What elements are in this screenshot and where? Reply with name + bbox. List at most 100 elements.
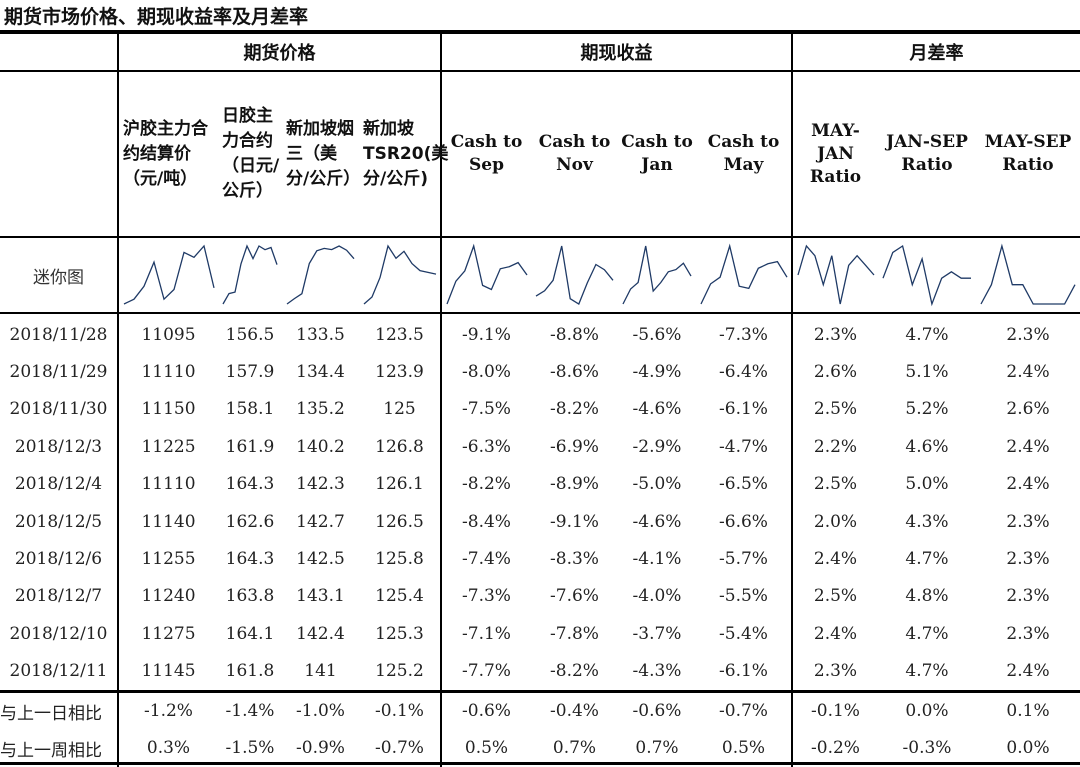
table-cell: 2.3% <box>813 661 858 682</box>
sparkline-cell <box>618 237 696 314</box>
table-cell: 141 <box>304 661 337 682</box>
table-cell: 142.5 <box>296 549 345 570</box>
comparison-cell: 0.0% <box>878 689 976 730</box>
table-cell: -8.0% <box>462 362 511 383</box>
table-cell: 2.3% <box>1006 324 1050 345</box>
column-header: Cash to Jan <box>618 71 696 238</box>
sparkline-line <box>222 244 278 305</box>
column-header-row: 沪胶主力合约结算价（元/吨） 日胶主力合约（日元/公斤） 新加坡烟三（美分/公斤… <box>0 71 1080 238</box>
table-cell: 161.9 <box>225 436 275 457</box>
column-header: Cash to Nov <box>531 71 618 238</box>
table-cell: -6.1% <box>696 652 793 692</box>
comparison-cell: -0.2% <box>811 738 860 759</box>
table-cell: -7.3% <box>462 586 511 607</box>
table-cell: 133.5 <box>296 324 345 345</box>
table-cell: 2.4% <box>1006 362 1050 383</box>
table-cell: 2.4% <box>813 623 858 644</box>
group-month-spread: 月差率 <box>792 30 1080 72</box>
sparkline-chart <box>622 245 692 305</box>
column-header: Cash to May <box>696 71 793 238</box>
table-cell: -3.7% <box>632 623 682 644</box>
row-date: 2018/11/29 <box>0 353 119 391</box>
sparkline-cell <box>976 237 1080 314</box>
table-cell: 11225 <box>141 436 196 457</box>
comparison-cell: -0.1% <box>359 689 442 730</box>
row-date: 2018/12/7 <box>0 577 119 616</box>
table-cell: -5.0% <box>632 474 682 495</box>
table-cell: -6.4% <box>696 353 793 391</box>
table-cell: 125.4 <box>359 577 442 616</box>
sparkline-cell <box>218 237 282 314</box>
sparkline-chart <box>445 243 528 305</box>
comparison-label: 与上一日相比 <box>0 689 119 730</box>
sparkline-cell <box>696 237 793 314</box>
comparison-row: 与上一日相比 -1.2% -1.4% -1.0% -0.1% -0.6% -0.4% -0.6… <box>0 689 1080 730</box>
table-cell: -4.0% <box>632 586 682 607</box>
table-cell: 125.3 <box>359 615 442 653</box>
table-cell: -8.2% <box>462 474 511 495</box>
table-cell: 11110 <box>141 362 196 383</box>
table-cell: 2.5% <box>813 399 858 420</box>
table-cell: 11095 <box>141 324 196 345</box>
table-cell: -5.7% <box>696 540 793 578</box>
comparison-cell: -1.2% <box>118 689 218 730</box>
comparison-cell: -1.4% <box>218 689 282 730</box>
table-cell: 4.6% <box>905 436 949 457</box>
table-cell: 123.9 <box>359 353 442 391</box>
table-cell: -5.6% <box>632 324 682 345</box>
comparison-cell: -1.0% <box>282 689 359 730</box>
table-row: 2018/12/7 11240 163.8 143.1 125.4 -7.3% -7.6% -… <box>0 577 1080 616</box>
sparkline-line <box>980 243 1076 305</box>
table-cell: 11255 <box>141 549 196 570</box>
table-cell: -8.3% <box>550 549 599 570</box>
column-header: Cash to Sep <box>441 71 531 238</box>
sparkline-line <box>796 244 874 305</box>
table-cell: 142.3 <box>296 474 345 495</box>
sparkline-line <box>123 244 215 305</box>
table-cell: -2.9% <box>632 436 682 457</box>
row-date: 2018/12/4 <box>0 465 119 503</box>
comparison-cell: -0.1% <box>792 689 878 730</box>
table-cell: 2.4% <box>1006 474 1050 495</box>
sparkline-chart <box>535 245 614 305</box>
table-cell: -7.3% <box>696 313 793 354</box>
table-cell: 4.7% <box>905 661 949 682</box>
table-cell: 126.8 <box>359 428 442 466</box>
row-date: 2018/12/3 <box>0 428 119 466</box>
table-cell: 2.3% <box>1006 511 1050 532</box>
table-cell: -6.5% <box>696 465 793 503</box>
table-cell: -4.6% <box>632 511 682 532</box>
table-cell: -7.7% <box>462 661 511 682</box>
comparison-cell: -0.6% <box>618 689 696 730</box>
table-cell: 2.3% <box>813 324 858 345</box>
group-futures-price: 期货价格 <box>118 30 442 72</box>
table-cell: 5.0% <box>905 474 949 495</box>
table-cell: -7.5% <box>462 399 511 420</box>
comparison-cell: 0.0% <box>1006 738 1050 759</box>
column-header: 日胶主力合约（日元/公斤） <box>218 71 282 238</box>
table-cell: -6.3% <box>462 436 511 457</box>
table-cell: 125.2 <box>359 652 442 692</box>
comparison-cell: 0.7% <box>635 738 679 759</box>
bottom-rule <box>0 762 1080 765</box>
table-cell: -5.5% <box>696 577 793 616</box>
table-cell: 164.3 <box>225 549 275 570</box>
table-cell: 142.4 <box>296 623 345 644</box>
sparkline-line <box>286 245 355 305</box>
table-row: 2018/11/29 11110 157.9 134.4 123.9 -8.0% -8.6%… <box>0 353 1080 391</box>
sparkline-line <box>699 243 788 305</box>
table-cell: 126.5 <box>359 502 442 541</box>
table-cell: 162.6 <box>225 511 275 532</box>
table-cell: 11145 <box>141 661 196 682</box>
table-cell: -4.6% <box>632 399 682 420</box>
table-cell: -4.9% <box>632 362 682 383</box>
table-cell: 2.4% <box>813 549 858 570</box>
table-cell: 142.7 <box>296 511 345 532</box>
comparison-cell: 0.5% <box>464 738 509 759</box>
table-cell: 2.6% <box>813 362 858 383</box>
table-cell: 2.5% <box>813 474 858 495</box>
row-date: 2018/12/11 <box>0 652 119 692</box>
table-cell: 11150 <box>141 399 196 420</box>
comparison-label: 与上一周相比 <box>0 729 119 767</box>
sparkline-line <box>445 243 528 305</box>
